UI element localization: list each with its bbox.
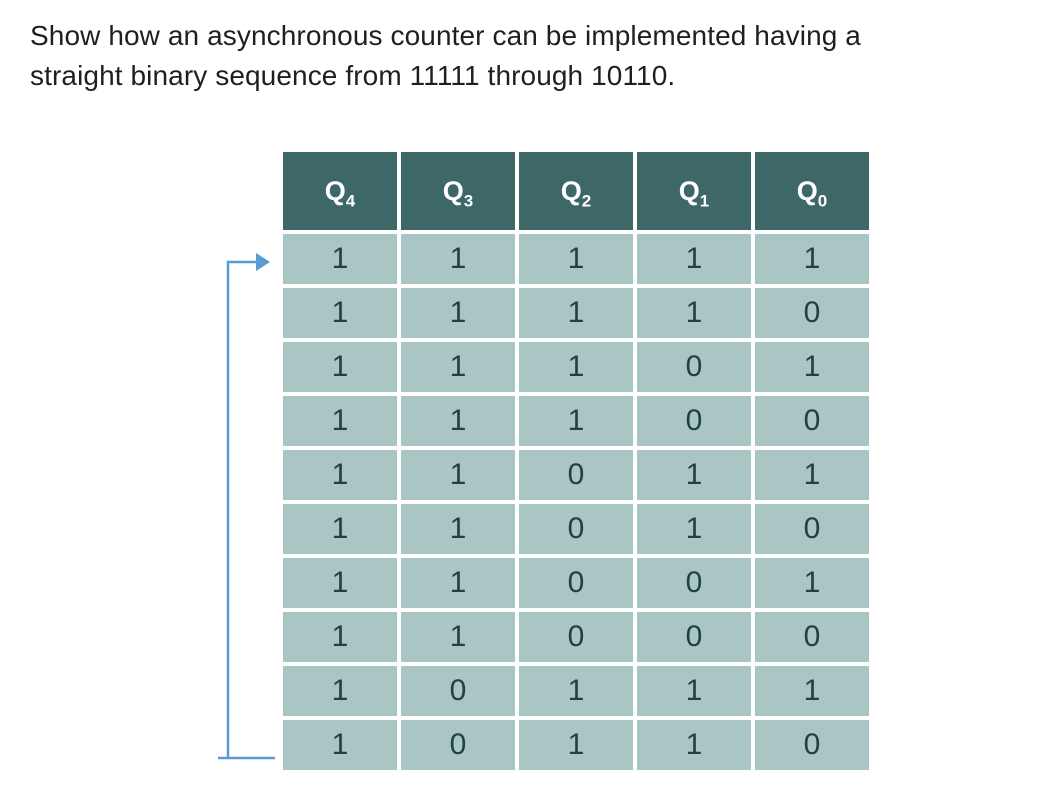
- bit-cell: 1: [637, 504, 751, 554]
- bit-cell: 0: [519, 450, 633, 500]
- bit-cell: 1: [637, 450, 751, 500]
- bit-cell: 1: [637, 288, 751, 338]
- bit-cell: 1: [755, 558, 869, 608]
- bit-cell: 1: [637, 666, 751, 716]
- bit-cell: 0: [637, 396, 751, 446]
- bit-cell: 0: [755, 288, 869, 338]
- column-header: Q0: [755, 152, 869, 230]
- bit-cell: 1: [519, 234, 633, 284]
- bit-cell: 0: [637, 342, 751, 392]
- loop-back-arrow-icon: [218, 253, 275, 760]
- bit-cell: 1: [283, 450, 397, 500]
- table-header: Q4 Q3 Q2 Q1 Q0: [283, 152, 869, 230]
- bit-cell: 1: [283, 612, 397, 662]
- bit-cell: 1: [401, 234, 515, 284]
- bit-cell: 1: [755, 450, 869, 500]
- column-header: Q3: [401, 152, 515, 230]
- bit-cell: 0: [519, 612, 633, 662]
- bit-cell: 1: [283, 666, 397, 716]
- bit-cell: 1: [283, 288, 397, 338]
- bit-cell: 1: [401, 504, 515, 554]
- bit-cell: 1: [519, 720, 633, 770]
- bit-cell: 1: [637, 234, 751, 284]
- bit-cell: 1: [755, 342, 869, 392]
- bit-cell: 1: [283, 558, 397, 608]
- bit-cell: 1: [401, 612, 515, 662]
- bit-cell: 0: [401, 720, 515, 770]
- bit-cell: 1: [519, 666, 633, 716]
- bit-cell: 1: [283, 396, 397, 446]
- bit-cell: 1: [401, 342, 515, 392]
- bit-cell: 1: [519, 342, 633, 392]
- loop-arrow-line: [226, 260, 256, 758]
- bit-cell: 1: [283, 342, 397, 392]
- bit-cell: 0: [637, 612, 751, 662]
- bit-cell: 1: [755, 666, 869, 716]
- column-header: Q1: [637, 152, 751, 230]
- bit-cell: 1: [755, 234, 869, 284]
- column-header: Q2: [519, 152, 633, 230]
- bit-cell: 1: [519, 396, 633, 446]
- bit-cell: 0: [519, 504, 633, 554]
- bit-cell: 0: [401, 666, 515, 716]
- bit-cell: 0: [519, 558, 633, 608]
- bit-cell: 1: [401, 396, 515, 446]
- bit-cell: 1: [401, 558, 515, 608]
- bit-cell: 0: [637, 558, 751, 608]
- bit-cell: 0: [755, 612, 869, 662]
- bit-cell: 0: [755, 504, 869, 554]
- bit-cell: 0: [755, 396, 869, 446]
- header-row: Q4 Q3 Q2 Q1 Q0: [283, 152, 869, 230]
- loop-arrow-head: [256, 253, 270, 271]
- bit-cell: 1: [519, 288, 633, 338]
- bit-cell: 1: [283, 234, 397, 284]
- bit-cell: 1: [637, 720, 751, 770]
- bit-cell: 1: [283, 720, 397, 770]
- bit-cell: 1: [401, 450, 515, 500]
- bit-cell: 1: [401, 288, 515, 338]
- bit-cell: 1: [283, 504, 397, 554]
- column-header: Q4: [283, 152, 397, 230]
- question-text: Show how an asynchronous counter can be …: [30, 20, 861, 91]
- bit-cell: 0: [755, 720, 869, 770]
